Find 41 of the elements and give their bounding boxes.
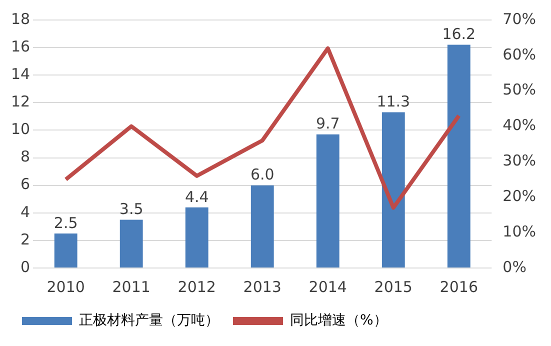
y2-tick-label: 10% — [502, 222, 536, 240]
x-tick-label: 2011 — [112, 278, 150, 296]
data-label: 9.7 — [316, 114, 340, 133]
y2-tick-label: 30% — [502, 152, 536, 170]
bar — [185, 207, 208, 268]
y-tick-label: 16 — [10, 37, 30, 56]
x-tick-label: 2012 — [178, 278, 216, 296]
y-tick-label: 0 — [20, 258, 30, 276]
y2-tick-label: 40% — [502, 116, 536, 134]
x-tick-label: 2015 — [374, 278, 412, 296]
y2-tick-label: 20% — [502, 187, 536, 206]
y-tick-label: 6 — [20, 175, 30, 194]
y2-tick-label: 70% — [502, 10, 536, 28]
data-label: 4.4 — [184, 188, 209, 206]
y2-tick-label: 60% — [502, 45, 536, 64]
y-tick-label: 18 — [10, 10, 30, 28]
y-tick-label: 10 — [10, 120, 30, 138]
y-tick-label: 2 — [20, 230, 30, 248]
data-label: 3.5 — [119, 200, 144, 218]
data-label: 6.0 — [250, 166, 274, 184]
legend-label: 正极材料产量（万吨） — [79, 312, 219, 329]
y-tick-label: 12 — [10, 92, 30, 111]
bar — [250, 185, 274, 268]
x-tick-label: 2016 — [440, 278, 478, 296]
bar — [54, 234, 78, 268]
data-label: 11.3 — [376, 92, 410, 111]
x-tick-label: 2013 — [243, 278, 282, 296]
y2-tick-label: 50% — [502, 80, 536, 99]
y-tick-label: 8 — [20, 148, 30, 166]
x-tick-label: 2010 — [46, 278, 85, 296]
x-tick-label: 2014 — [308, 278, 347, 296]
bar — [447, 44, 470, 268]
y-tick-label: 14 — [10, 65, 30, 83]
bar — [382, 112, 405, 268]
legend-label: 同比增速（%） — [290, 312, 388, 329]
data-label: 2.5 — [54, 214, 78, 232]
data-label: 16.2 — [442, 25, 476, 44]
y-tick-label: 4 — [20, 202, 30, 221]
bar — [120, 220, 143, 268]
bar — [316, 134, 340, 268]
y2-tick-label: 0% — [502, 258, 526, 276]
